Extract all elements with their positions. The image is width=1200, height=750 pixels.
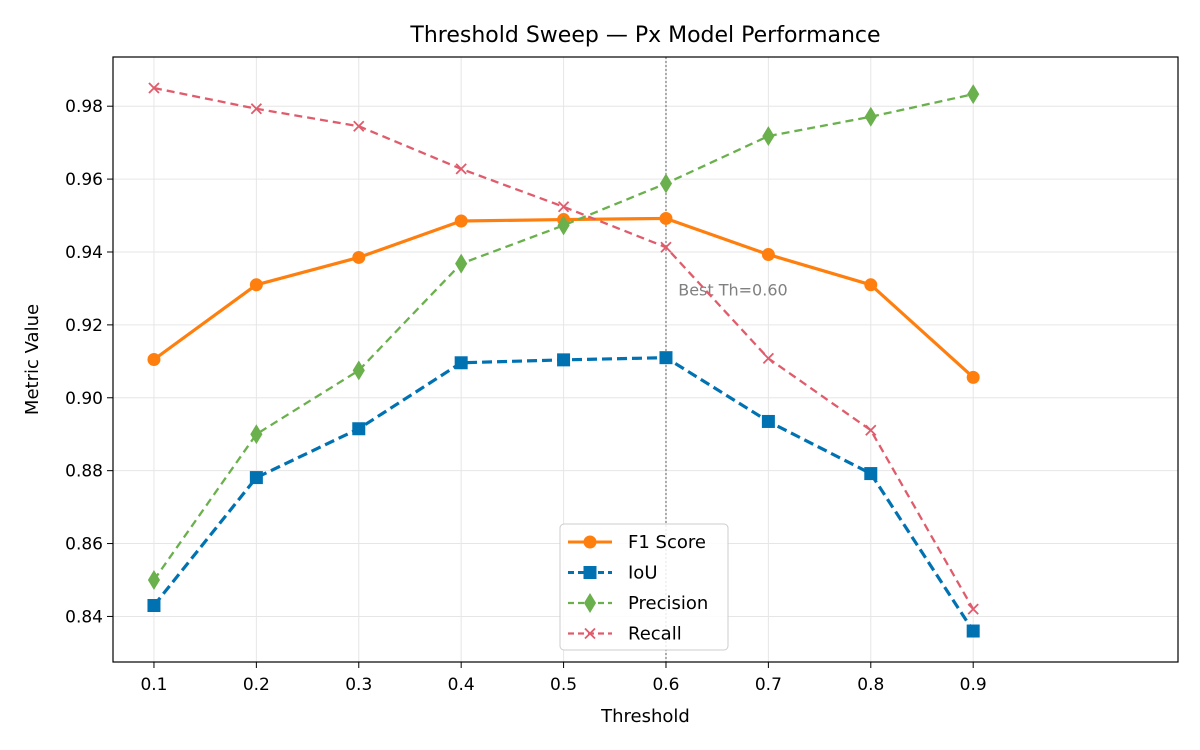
recall-point (762, 352, 775, 365)
precision-point (864, 106, 877, 127)
legend: F1 Score IoU Precision Recall (559, 523, 729, 651)
f1-score-point (659, 211, 673, 225)
y-tick-label: 0.98 (65, 97, 103, 117)
y-tick-label: 0.92 (65, 316, 103, 336)
iou-point (966, 624, 980, 638)
iou-point (147, 599, 161, 613)
x-tick-label: 0.4 (448, 675, 475, 695)
f1-score-point (249, 278, 263, 292)
precision-point (455, 253, 468, 274)
x-tick-label: 0.5 (550, 675, 577, 695)
legend-precision-label: Precision (628, 593, 708, 614)
series-iou (147, 351, 980, 638)
y-tick-label: 0.86 (65, 535, 103, 555)
legend-box (559, 523, 729, 651)
y-tick-label: 0.94 (65, 243, 103, 263)
x-tick-label: 0.1 (140, 675, 167, 695)
f1-score-point (864, 278, 878, 292)
recall-point (967, 603, 979, 615)
f1-score-point (147, 353, 161, 366)
iou-point (454, 356, 468, 370)
y-tick-label: 0.90 (65, 389, 103, 409)
legend-iou-marker (583, 566, 597, 579)
precision-point (659, 173, 673, 194)
precision-line (153, 93, 974, 581)
precision-point (250, 424, 263, 445)
legend-precision-marker (583, 593, 597, 613)
recall-point (250, 103, 263, 115)
iou-point (864, 467, 878, 481)
y-tick-label: 0.88 (65, 462, 103, 482)
f1-score-point (454, 214, 468, 228)
y-axis-title: Metric Value (22, 304, 43, 415)
precision-point (557, 215, 570, 236)
recall-line (153, 86, 975, 610)
legend-iou-label: IoU (628, 563, 658, 584)
x-tick-label: 0.7 (755, 675, 782, 695)
precision-point (762, 126, 775, 147)
chart-title: Threshold Sweep — Px Model Performance (409, 23, 880, 48)
y-tick-label: 0.96 (65, 170, 103, 190)
best-threshold-label: Best Th=0.60 (678, 280, 787, 299)
iou-point (761, 414, 775, 428)
x-tick-label: 0.8 (857, 675, 884, 695)
legend-f1-score-marker (583, 535, 597, 549)
y-tick-label: 0.84 (65, 607, 103, 627)
axis-ticks: 0.1 0.2 0.3 0.4 0.5 0.6 0.7 0.8 0.9 0.84 0.86 0.88 0… (65, 97, 987, 695)
x-tick-label: 0.6 (652, 675, 679, 695)
f1-score-point (761, 248, 775, 262)
recall-point (865, 424, 877, 436)
legend-recall-label: Recall (628, 624, 682, 645)
f1-score-point (966, 370, 980, 384)
iou-point (557, 353, 571, 367)
precision-point (147, 570, 161, 590)
precision-point (352, 360, 365, 381)
recall-point (557, 201, 570, 213)
iou-point (352, 422, 366, 436)
recall-point (455, 163, 467, 175)
f1-score-point (352, 250, 366, 264)
plot-frame (112, 56, 1179, 663)
recall-point (660, 241, 672, 253)
recall-point (353, 120, 365, 132)
series-recall (148, 82, 979, 615)
series-layer (147, 82, 980, 638)
x-tick-label: 0.3 (345, 675, 372, 695)
legend-f1-score-label: F1 Score (628, 532, 706, 553)
legend-recall-marker (584, 627, 596, 640)
x-tick-label: 0.2 (243, 675, 270, 695)
series-precision (147, 84, 980, 590)
x-axis-title: Threshold (600, 706, 690, 727)
x-tick-label: 0.9 (960, 675, 987, 695)
iou-point (659, 351, 673, 365)
iou-point (249, 471, 263, 485)
precision-point (967, 84, 980, 105)
recall-point (148, 82, 160, 94)
